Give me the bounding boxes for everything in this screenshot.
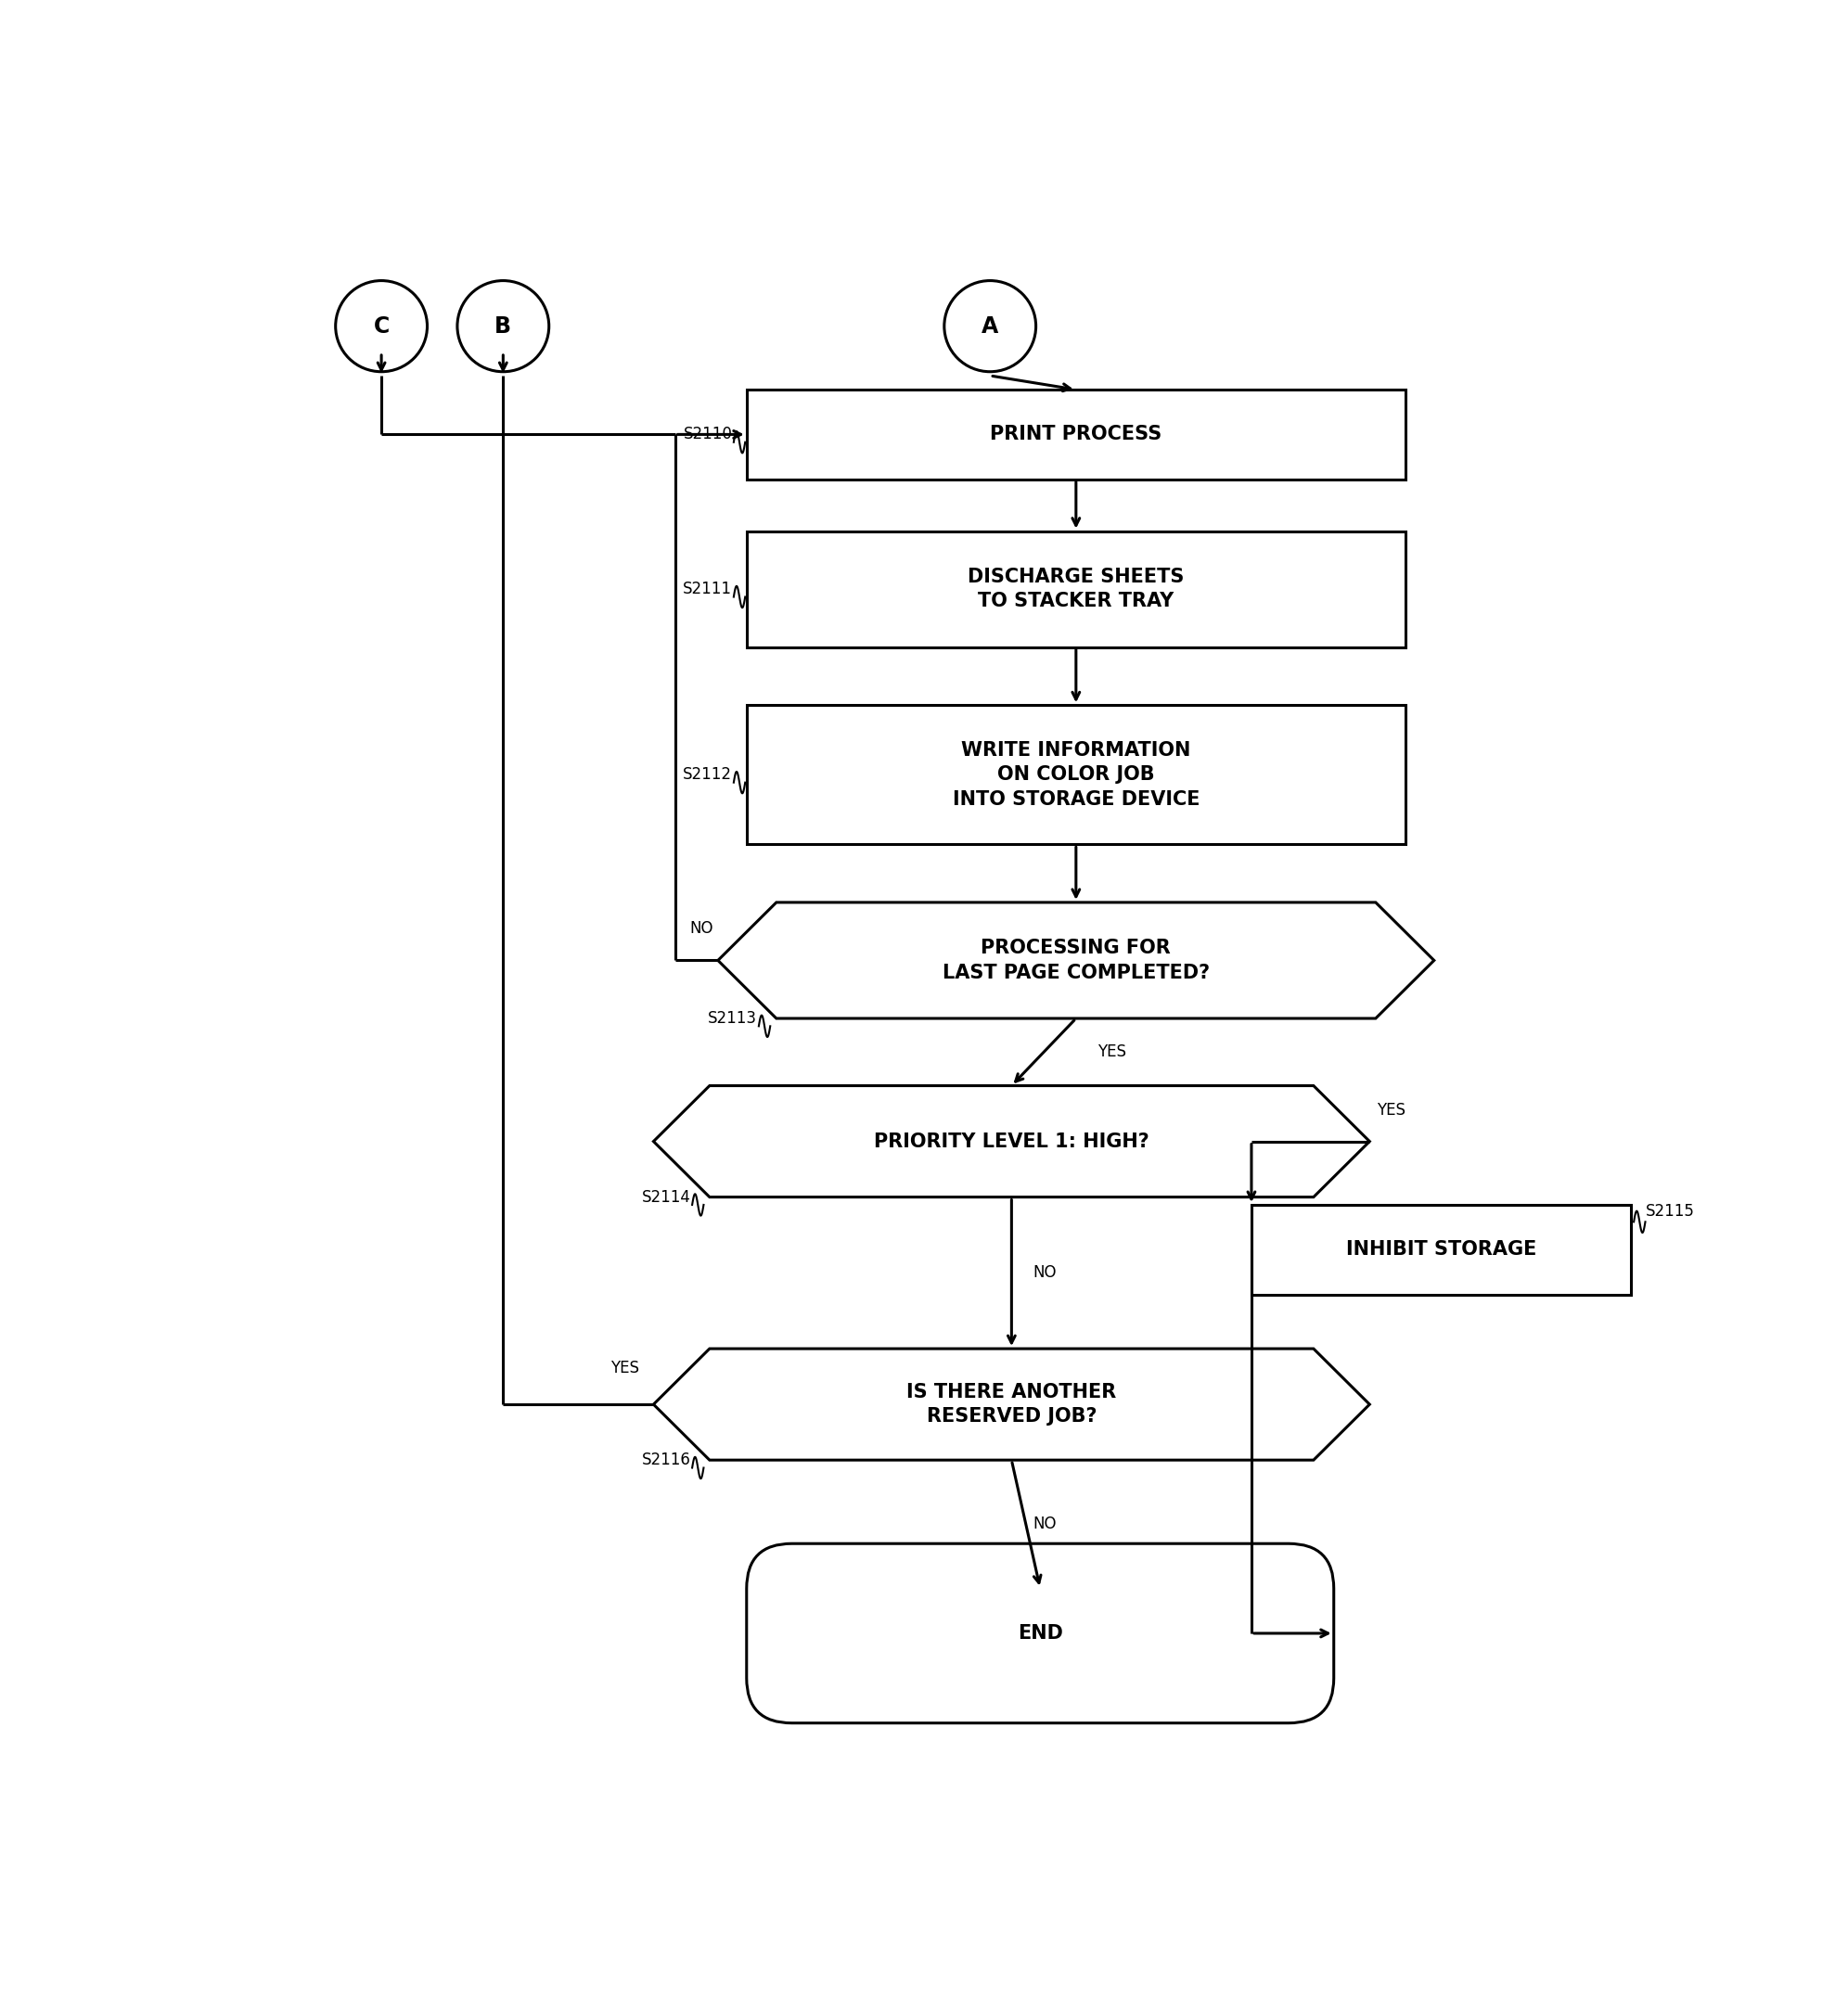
Text: B: B: [495, 315, 512, 338]
Text: PRIORITY LEVEL 1: HIGH?: PRIORITY LEVEL 1: HIGH?: [874, 1133, 1149, 1151]
Text: S2114: S2114: [641, 1189, 691, 1205]
Polygon shape: [654, 1085, 1369, 1197]
Text: YES: YES: [610, 1360, 639, 1376]
FancyBboxPatch shape: [747, 1543, 1334, 1724]
Polygon shape: [654, 1348, 1369, 1461]
Text: DISCHARGE SHEETS
TO STACKER TRAY: DISCHARGE SHEETS TO STACKER TRAY: [968, 569, 1185, 611]
Circle shape: [336, 281, 427, 372]
Bar: [1251, 1205, 1632, 1294]
Text: S2112: S2112: [684, 765, 732, 784]
Text: A: A: [981, 315, 998, 338]
Text: S2111: S2111: [684, 581, 732, 597]
Circle shape: [944, 281, 1037, 372]
Text: IS THERE ANOTHER
RESERVED JOB?: IS THERE ANOTHER RESERVED JOB?: [907, 1382, 1116, 1426]
Text: END: END: [1018, 1623, 1063, 1643]
Text: INHIBIT STORAGE: INHIBIT STORAGE: [1345, 1240, 1536, 1260]
Text: NO: NO: [1033, 1264, 1057, 1282]
Text: PRINT PROCESS: PRINT PROCESS: [991, 426, 1162, 444]
Text: NO: NO: [1033, 1517, 1057, 1533]
Text: C: C: [373, 315, 390, 338]
Text: WRITE INFORMATION
ON COLOR JOB
INTO STORAGE DEVICE: WRITE INFORMATION ON COLOR JOB INTO STOR…: [952, 741, 1199, 808]
Bar: [747, 390, 1406, 480]
Polygon shape: [717, 902, 1434, 1019]
Circle shape: [456, 281, 549, 372]
Bar: [747, 705, 1406, 844]
Text: S2110: S2110: [684, 426, 732, 442]
Text: S2113: S2113: [708, 1011, 758, 1027]
Text: NO: NO: [689, 920, 713, 938]
Text: S2115: S2115: [1645, 1203, 1695, 1219]
Text: PROCESSING FOR
LAST PAGE COMPLETED?: PROCESSING FOR LAST PAGE COMPLETED?: [942, 938, 1210, 982]
Text: S2116: S2116: [641, 1453, 691, 1469]
Bar: [747, 530, 1406, 647]
Text: YES: YES: [1377, 1101, 1406, 1119]
Text: YES: YES: [1098, 1045, 1125, 1061]
